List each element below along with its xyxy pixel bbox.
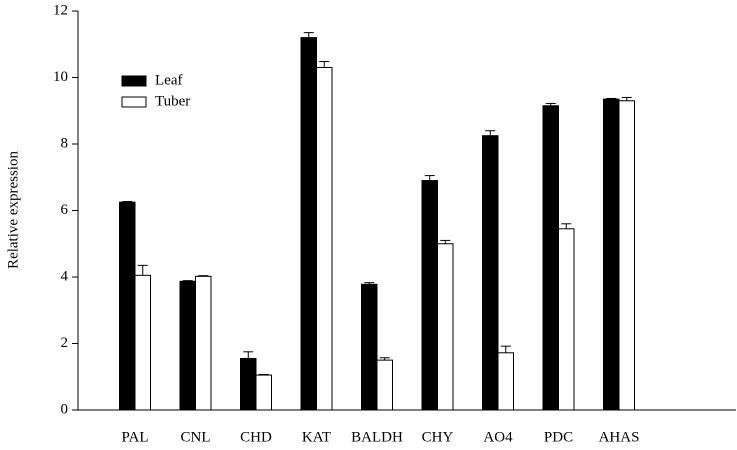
bar <box>618 100 635 411</box>
bar <box>195 275 212 411</box>
bar <box>316 67 333 411</box>
bar <box>240 357 257 411</box>
x-tick-label: PAL <box>122 429 149 445</box>
y-axis-label: Relative expression <box>5 151 21 269</box>
bar <box>558 228 575 411</box>
bar <box>421 180 438 411</box>
y-tick-label: 12 <box>53 2 68 18</box>
bar <box>497 352 514 411</box>
y-tick-label: 8 <box>61 135 69 151</box>
bar <box>482 135 499 411</box>
x-tick-label: BALDH <box>351 429 403 445</box>
x-tick-label: PDC <box>544 429 573 445</box>
bar <box>179 280 196 411</box>
y-tick-label: 0 <box>61 401 69 417</box>
bar <box>542 105 559 411</box>
y-tick-label: 4 <box>61 268 69 284</box>
bar <box>376 359 393 411</box>
x-tick-label: AO4 <box>483 429 513 445</box>
y-tick-label: 10 <box>53 69 68 85</box>
x-tick-label: CHD <box>240 429 272 445</box>
bar <box>300 37 317 411</box>
legend-label: Leaf <box>155 72 182 88</box>
y-tick-label: 6 <box>61 202 69 218</box>
bar <box>119 201 136 411</box>
x-tick-label: AHAS <box>599 429 640 445</box>
bar <box>134 274 151 411</box>
legend-label: Tuber <box>155 93 190 109</box>
bar <box>255 374 272 411</box>
x-tick-label: CNL <box>181 429 211 445</box>
bar <box>603 98 620 411</box>
legend-swatch <box>121 75 147 87</box>
x-tick-label: CHY <box>422 429 454 445</box>
x-tick-label: KAT <box>302 429 331 445</box>
y-tick-label: 2 <box>61 335 69 351</box>
bar <box>361 283 378 411</box>
bar <box>437 243 454 411</box>
legend-swatch <box>121 96 147 108</box>
